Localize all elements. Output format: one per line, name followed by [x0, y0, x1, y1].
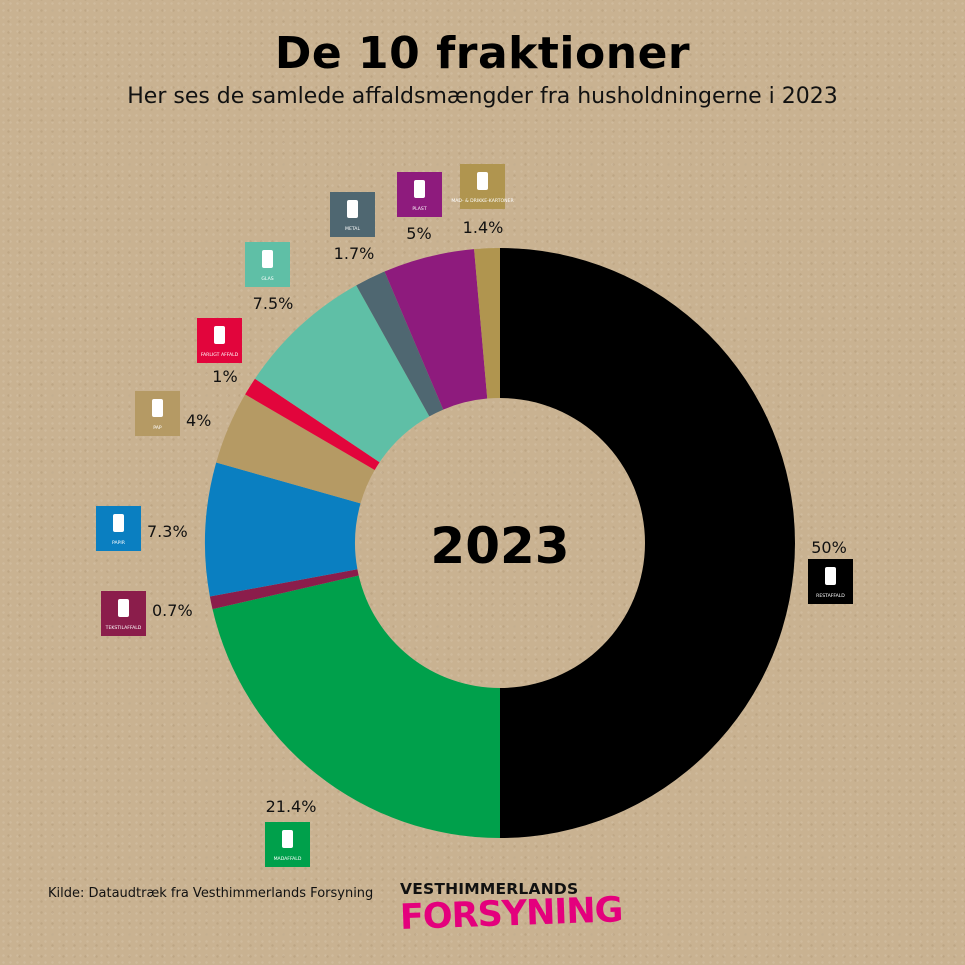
paper-icon: PAPIR — [96, 506, 141, 551]
bottle-icon: GLAS — [245, 242, 290, 287]
chart-title: De 10 fraktioner — [274, 28, 691, 79]
logo-top-text: VESTHIMMERLANDS — [400, 880, 579, 898]
data-label-glas: 7.5% — [253, 294, 294, 313]
slice-plast — [384, 249, 488, 410]
carton-icon: MAD- & DRIKKE-KARTONER — [451, 164, 514, 209]
data-label-restaffald: 50% — [811, 538, 847, 557]
box-icon: PAP — [135, 391, 180, 436]
icon-caption-metal: METAL — [345, 226, 360, 232]
data-label-plast: 5% — [406, 224, 431, 243]
data-label-pap: 4% — [186, 411, 211, 430]
icon-caption-papir: PAPIR — [112, 540, 126, 546]
slice-metal — [356, 271, 444, 417]
warning-icon: FARLIGT AFFALD — [197, 318, 242, 363]
source-note: Kilde: Dataudtræk fra Vesthimmerlands Fo… — [48, 886, 374, 901]
icon-caption-pap: PAP — [153, 425, 162, 431]
slice-mad-drikke-kartoner — [474, 248, 500, 399]
data-label-madaffald: 21.4% — [266, 797, 317, 816]
slice-papir — [205, 462, 361, 597]
trash-bag-icon: RESTAFFALD — [808, 559, 853, 604]
plastic-bottle-icon: PLAST — [397, 172, 442, 217]
slice-madaffald — [212, 575, 500, 838]
icon-caption-glas: GLAS — [261, 276, 273, 282]
logo-bottom-text: FORSYNING — [399, 890, 624, 938]
center-year-label: 2023 — [430, 517, 569, 575]
slice-pap — [216, 394, 375, 504]
data-label-papir: 7.3% — [147, 522, 188, 541]
apple-core-icon: MADAFFALD — [265, 822, 310, 867]
icon-caption-mad-drikke-kartoner: MAD- & DRIKKE-KARTONER — [451, 198, 514, 204]
icon-caption-tekstilaffald: TEKSTILAFFALD — [105, 625, 142, 631]
can-icon: METAL — [330, 192, 375, 237]
tshirt-icon: TEKSTILAFFALD — [101, 591, 146, 636]
data-label-metal: 1.7% — [334, 244, 375, 263]
slice-glas — [254, 285, 430, 463]
data-label-farligt-affald: 1% — [212, 367, 237, 386]
icon-caption-madaffald: MADAFFALD — [274, 856, 302, 862]
icon-caption-farligt-affald: FARLIGT AFFALD — [201, 352, 239, 358]
slice-farligt-affald — [245, 378, 380, 470]
data-label-tekstilaffald: 0.7% — [152, 601, 193, 620]
icon-caption-restaffald: RESTAFFALD — [816, 593, 845, 599]
icon-caption-plast: PLAST — [412, 206, 426, 212]
slice-tekstilaffald — [209, 569, 359, 610]
forsyning-logo: VESTHIMMERLANDS FORSYNING — [399, 880, 624, 950]
slice-restaffald — [500, 248, 795, 838]
data-label-mad-drikke-kartoner: 1.4% — [463, 218, 504, 237]
chart-subtitle: Her ses de samlede affaldsmængder fra hu… — [127, 84, 838, 109]
